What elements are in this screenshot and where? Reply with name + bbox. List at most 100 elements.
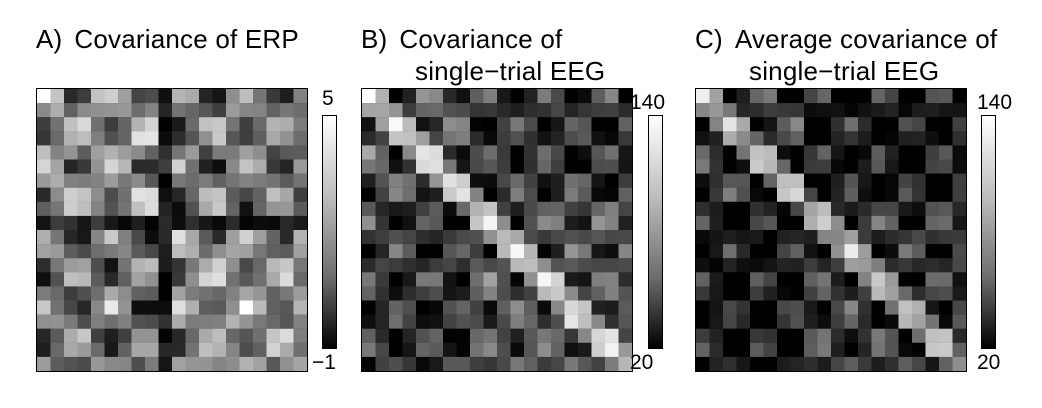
heatmap-cell bbox=[952, 215, 966, 231]
heatmap-cell bbox=[443, 131, 457, 146]
heatmap-cell bbox=[804, 258, 818, 273]
heatmap-cell bbox=[104, 103, 119, 118]
heatmap-cell bbox=[524, 201, 538, 217]
heatmap-cell bbox=[77, 300, 92, 315]
panel-b-colorbar-max: 140 bbox=[630, 91, 666, 114]
heatmap-cell bbox=[226, 173, 240, 188]
panel-c-title: C) Average covariance of bbox=[695, 24, 997, 54]
heatmap-cell bbox=[723, 230, 737, 245]
heatmap-cell bbox=[898, 356, 913, 371]
heatmap-cell bbox=[858, 215, 872, 231]
heatmap-cell bbox=[402, 314, 417, 329]
heatmap-cell bbox=[470, 89, 484, 104]
heatmap-cell bbox=[253, 89, 267, 104]
heatmap-cell bbox=[402, 131, 417, 146]
heatmap-cell bbox=[456, 201, 471, 217]
heatmap-cell bbox=[375, 173, 390, 188]
heatmap-cell bbox=[912, 187, 926, 202]
heatmap-cell bbox=[817, 300, 832, 315]
heatmap-cell bbox=[723, 300, 737, 315]
heatmap-cell bbox=[885, 187, 899, 202]
heatmap-cell bbox=[293, 244, 307, 259]
heatmap-cell bbox=[226, 131, 240, 146]
heatmap-cell bbox=[266, 187, 281, 202]
heatmap-cell bbox=[172, 342, 186, 358]
heatmap-cell bbox=[266, 159, 281, 174]
heatmap-cell bbox=[158, 300, 173, 315]
heatmap-cell bbox=[709, 258, 724, 273]
heatmap-cell bbox=[898, 131, 913, 146]
heatmap-cell bbox=[777, 286, 791, 301]
heatmap-cell bbox=[212, 215, 227, 231]
heatmap-cell bbox=[253, 215, 267, 231]
heatmap-cell bbox=[696, 356, 710, 371]
heatmap-cell bbox=[898, 244, 913, 259]
heatmap-cell bbox=[145, 173, 159, 188]
heatmap-cell bbox=[389, 145, 403, 160]
heatmap-cell bbox=[763, 286, 778, 301]
heatmap-cell bbox=[804, 145, 818, 160]
heatmap-cell bbox=[844, 187, 859, 202]
heatmap-cell bbox=[429, 215, 444, 231]
heatmap-cell bbox=[131, 244, 146, 259]
heatmap-cell bbox=[790, 131, 805, 146]
heatmap-cell bbox=[709, 215, 724, 231]
heatmap-cell bbox=[537, 244, 552, 259]
heatmap-cell bbox=[266, 314, 281, 329]
heatmap-cell bbox=[293, 258, 307, 273]
heatmap-cell bbox=[64, 159, 78, 174]
heatmap-cell bbox=[952, 89, 966, 104]
heatmap-cell bbox=[723, 145, 737, 160]
heatmap-cell bbox=[831, 286, 845, 301]
heatmap-cell bbox=[696, 201, 710, 217]
panel-c-letter: C) bbox=[695, 24, 723, 54]
heatmap-cell bbox=[443, 356, 457, 371]
heatmap-cell bbox=[763, 215, 778, 231]
heatmap-cell bbox=[280, 230, 294, 245]
heatmap-cell bbox=[709, 117, 724, 132]
heatmap-cell bbox=[199, 103, 213, 118]
heatmap-cell bbox=[858, 89, 872, 104]
heatmap-cell bbox=[158, 342, 173, 358]
heatmap-cell bbox=[416, 173, 430, 188]
heatmap-cell bbox=[429, 328, 444, 343]
heatmap-cell bbox=[591, 314, 606, 329]
heatmap-cell bbox=[64, 103, 78, 118]
heatmap-cell bbox=[804, 187, 818, 202]
heatmap-cell bbox=[817, 117, 832, 132]
heatmap-cell bbox=[551, 300, 565, 315]
heatmap-cell bbox=[443, 314, 457, 329]
heatmap-cell bbox=[375, 117, 390, 132]
heatmap-cell bbox=[293, 356, 307, 371]
heatmap-cell bbox=[952, 272, 966, 287]
heatmap-cell bbox=[50, 145, 65, 160]
heatmap-cell bbox=[226, 117, 240, 132]
heatmap-cell bbox=[77, 272, 92, 287]
heatmap-cell bbox=[212, 328, 227, 343]
heatmap-cell bbox=[50, 187, 65, 202]
heatmap-cell bbox=[564, 173, 579, 188]
heatmap-cell bbox=[91, 314, 105, 329]
heatmap-cell bbox=[389, 300, 403, 315]
heatmap-cell bbox=[470, 103, 484, 118]
heatmap-cell bbox=[37, 89, 51, 104]
heatmap-cell bbox=[77, 89, 92, 104]
heatmap-cell bbox=[280, 215, 294, 231]
heatmap-cell bbox=[709, 131, 724, 146]
heatmap-cell bbox=[64, 272, 78, 287]
heatmap-cell bbox=[118, 356, 132, 371]
heatmap-cell bbox=[898, 173, 913, 188]
heatmap-cell bbox=[429, 314, 444, 329]
heatmap-cell bbox=[537, 173, 552, 188]
heatmap-cell bbox=[280, 300, 294, 315]
heatmap-cell bbox=[266, 131, 281, 146]
heatmap-cell bbox=[212, 89, 227, 104]
heatmap-cell bbox=[266, 272, 281, 287]
heatmap-cell bbox=[804, 173, 818, 188]
heatmap-cell bbox=[736, 89, 751, 104]
heatmap-cell bbox=[537, 300, 552, 315]
heatmap-cell bbox=[736, 201, 751, 217]
heatmap-cell bbox=[912, 272, 926, 287]
heatmap-cell bbox=[212, 230, 227, 245]
heatmap-cell bbox=[551, 89, 565, 104]
